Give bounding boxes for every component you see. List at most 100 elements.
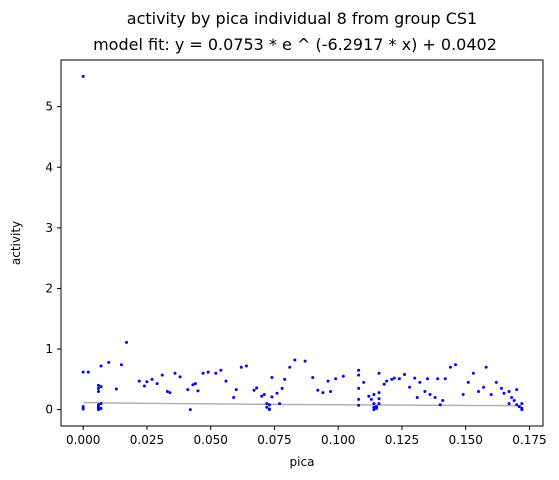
data-point <box>362 380 366 384</box>
data-point <box>288 365 292 369</box>
x-tick-label: 0.050 <box>194 433 228 447</box>
data-point <box>114 387 118 391</box>
data-point <box>81 407 85 411</box>
data-point <box>499 386 503 390</box>
data-point <box>196 389 200 393</box>
data-point <box>329 389 333 393</box>
data-point <box>515 403 519 407</box>
data-point <box>265 402 269 406</box>
data-point <box>191 383 195 387</box>
data-point <box>278 402 282 406</box>
data-point <box>438 403 442 407</box>
data-points-layer <box>81 74 524 412</box>
data-point <box>334 377 338 381</box>
data-point <box>415 396 419 400</box>
y-axis-label: activity <box>9 221 23 265</box>
data-point <box>418 380 422 384</box>
data-point <box>81 405 85 409</box>
data-point <box>168 391 172 395</box>
y-tick-label: 5 <box>45 100 53 114</box>
data-point <box>293 358 297 362</box>
data-point <box>372 408 376 412</box>
data-point <box>270 376 274 380</box>
data-point <box>224 379 228 383</box>
data-point <box>423 389 427 393</box>
data-point <box>436 377 440 381</box>
data-point <box>270 395 274 399</box>
data-point <box>239 365 243 369</box>
data-point <box>466 380 470 384</box>
y-tick-label: 1 <box>45 342 53 356</box>
chart-title: activity by pica individual 8 from group… <box>127 9 477 28</box>
data-point <box>382 382 386 386</box>
data-point <box>517 405 521 409</box>
data-point <box>255 386 259 390</box>
data-point <box>502 391 506 395</box>
data-point <box>372 402 376 406</box>
fit-curve <box>83 401 522 407</box>
data-point <box>471 371 475 375</box>
data-point <box>482 385 486 389</box>
data-point <box>219 368 223 372</box>
data-point <box>142 384 146 388</box>
data-point <box>96 408 100 412</box>
x-tick-label: 0.100 <box>321 433 355 447</box>
data-point <box>377 391 381 395</box>
data-point <box>367 394 371 398</box>
data-point <box>267 403 271 407</box>
data-point <box>150 377 154 381</box>
data-point <box>252 388 256 392</box>
plot-frame <box>60 59 544 427</box>
data-point <box>165 389 169 393</box>
data-point <box>107 360 111 364</box>
data-point <box>214 371 218 375</box>
data-point <box>403 372 407 376</box>
x-axis-ticks: 0.000 0.025 0.050 0.075 0.100 0.125 0.150 0.175 <box>66 426 547 447</box>
data-point <box>173 371 177 375</box>
data-point <box>178 375 182 379</box>
data-point <box>357 397 361 401</box>
data-point <box>232 396 236 400</box>
data-point <box>357 403 361 407</box>
data-point <box>99 402 103 406</box>
y-tick-label: 0 <box>45 403 53 417</box>
data-point <box>280 386 284 390</box>
data-point <box>201 371 205 375</box>
data-point <box>390 377 394 381</box>
data-point <box>125 340 129 344</box>
data-point <box>385 379 389 383</box>
data-point <box>510 396 514 400</box>
data-point <box>99 385 103 389</box>
data-point <box>341 374 345 378</box>
x-tick-label: 0.075 <box>257 433 291 447</box>
data-point <box>99 406 103 410</box>
y-tick-label: 4 <box>45 160 53 174</box>
data-point <box>357 386 361 390</box>
data-point <box>476 389 480 393</box>
data-point <box>428 392 432 396</box>
data-point <box>461 392 465 396</box>
y-axis-ticks: 0 1 2 3 4 5 <box>45 100 61 417</box>
data-point <box>137 379 141 383</box>
data-point <box>193 382 197 386</box>
data-point <box>377 397 381 401</box>
x-tick-label: 0.025 <box>130 433 164 447</box>
data-point <box>99 364 103 368</box>
data-point <box>265 405 269 409</box>
data-point <box>160 373 164 377</box>
data-point <box>443 377 447 381</box>
data-point <box>155 382 159 386</box>
data-point <box>186 388 190 392</box>
data-point <box>86 370 90 374</box>
data-point <box>96 389 100 393</box>
x-tick-label: 0.150 <box>449 433 483 447</box>
data-point <box>357 373 361 377</box>
data-point <box>188 408 192 412</box>
data-point <box>520 408 524 412</box>
data-point <box>206 370 210 374</box>
data-point <box>96 383 100 387</box>
data-point <box>260 394 264 398</box>
data-point <box>507 389 511 393</box>
x-axis-label: pica <box>290 455 315 469</box>
